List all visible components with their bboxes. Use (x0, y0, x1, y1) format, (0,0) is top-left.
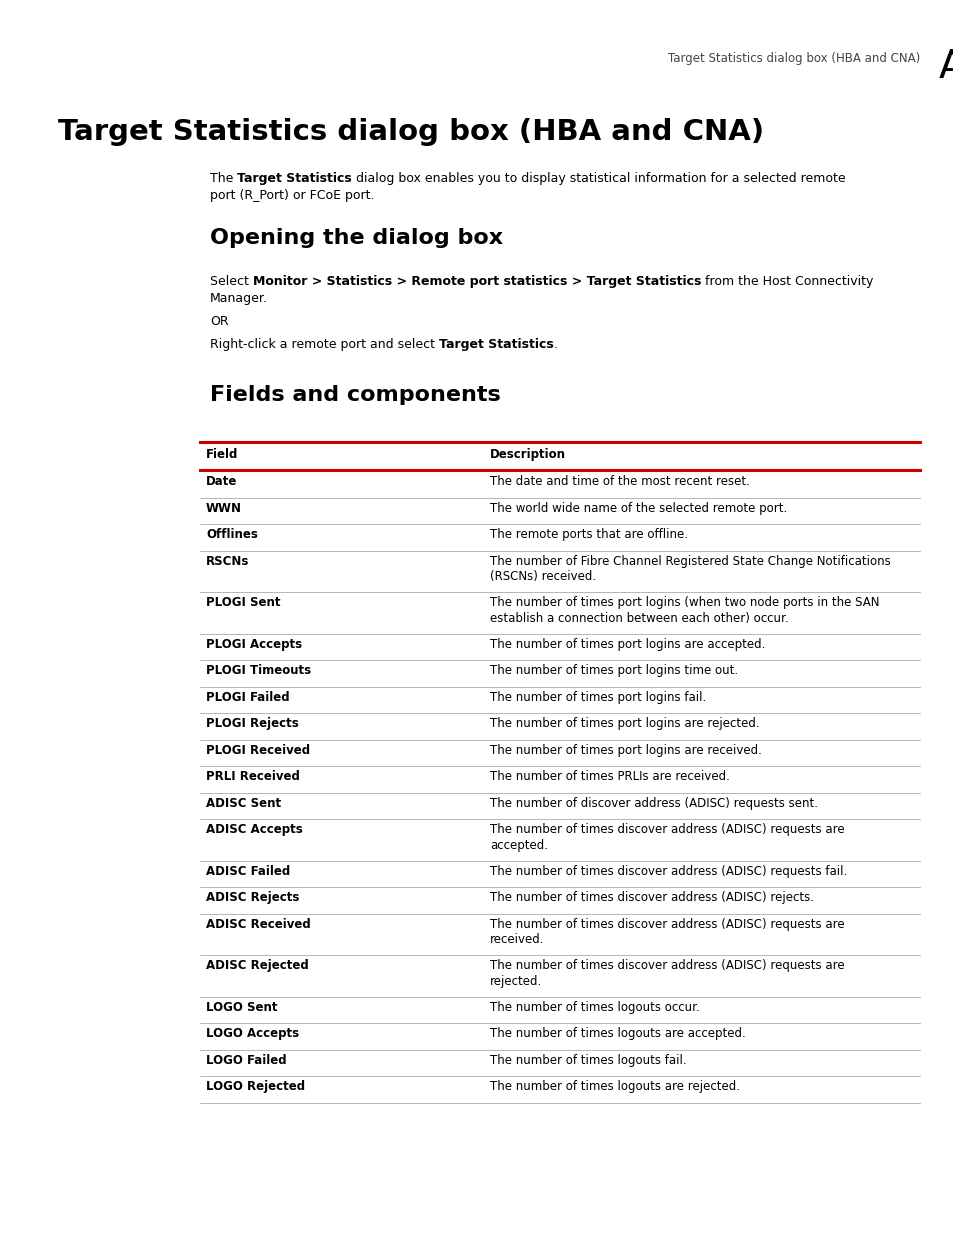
Text: received.: received. (490, 934, 544, 946)
Text: The number of times port logins are accepted.: The number of times port logins are acce… (490, 638, 764, 651)
Text: establish a connection between each other) occur.: establish a connection between each othe… (490, 613, 788, 625)
Text: port (R_Port) or FCoE port.: port (R_Port) or FCoE port. (210, 189, 375, 203)
Text: The number of times logouts are accepted.: The number of times logouts are accepted… (490, 1028, 745, 1041)
Text: The number of times logouts are rejected.: The number of times logouts are rejected… (490, 1081, 740, 1093)
Text: The number of times port logins are rejected.: The number of times port logins are reje… (490, 718, 759, 730)
Text: accepted.: accepted. (490, 839, 547, 852)
Text: The number of times discover address (ADISC) requests are: The number of times discover address (AD… (490, 824, 843, 836)
Text: Manager.: Manager. (210, 293, 268, 305)
Text: PLOGI Received: PLOGI Received (206, 743, 310, 757)
Text: The number of times port logins time out.: The number of times port logins time out… (490, 664, 738, 678)
Text: LOGO Accepts: LOGO Accepts (206, 1028, 299, 1041)
Text: .: . (553, 338, 558, 351)
Text: Target Statistics dialog box (HBA and CNA): Target Statistics dialog box (HBA and CN… (667, 52, 919, 65)
Text: Monitor > Statistics > Remote port statistics > Target Statistics: Monitor > Statistics > Remote port stati… (253, 275, 700, 288)
Text: The remote ports that are offline.: The remote ports that are offline. (490, 529, 687, 541)
Text: rejected.: rejected. (490, 974, 541, 988)
Text: ADISC Rejects: ADISC Rejects (206, 892, 299, 904)
Text: LOGO Failed: LOGO Failed (206, 1053, 286, 1067)
Text: dialog box enables you to display statistical information for a selected remote: dialog box enables you to display statis… (352, 172, 845, 185)
Text: ADISC Received: ADISC Received (206, 918, 311, 931)
Text: The number of times port logins fail.: The number of times port logins fail. (490, 692, 705, 704)
Text: Offlines: Offlines (206, 529, 257, 541)
Text: Date: Date (206, 475, 237, 489)
Text: PLOGI Rejects: PLOGI Rejects (206, 718, 298, 730)
Text: Description: Description (490, 448, 565, 461)
Text: from the Host Connectivity: from the Host Connectivity (700, 275, 873, 288)
Text: PLOGI Failed: PLOGI Failed (206, 692, 290, 704)
Text: Opening the dialog box: Opening the dialog box (210, 228, 502, 248)
Text: ADISC Sent: ADISC Sent (206, 797, 281, 810)
Text: The number of times logouts occur.: The number of times logouts occur. (490, 1002, 699, 1014)
Text: Target Statistics dialog box (HBA and CNA): Target Statistics dialog box (HBA and CN… (58, 119, 763, 146)
Text: A: A (938, 48, 953, 86)
Text: Target Statistics: Target Statistics (438, 338, 553, 351)
Text: The number of times logouts fail.: The number of times logouts fail. (490, 1053, 686, 1067)
Text: The: The (210, 172, 237, 185)
Text: PLOGI Accepts: PLOGI Accepts (206, 638, 302, 651)
Text: The number of Fibre Channel Registered State Change Notifications: The number of Fibre Channel Registered S… (490, 555, 890, 568)
Text: ADISC Rejected: ADISC Rejected (206, 960, 309, 972)
Text: OR: OR (210, 315, 229, 329)
Text: The world wide name of the selected remote port.: The world wide name of the selected remo… (490, 501, 786, 515)
Text: Right-click a remote port and select: Right-click a remote port and select (210, 338, 438, 351)
Text: PLOGI Sent: PLOGI Sent (206, 597, 280, 610)
Text: PLOGI Timeouts: PLOGI Timeouts (206, 664, 311, 678)
Text: ADISC Accepts: ADISC Accepts (206, 824, 302, 836)
Text: Target Statistics: Target Statistics (237, 172, 352, 185)
Text: WWN: WWN (206, 501, 242, 515)
Text: The number of discover address (ADISC) requests sent.: The number of discover address (ADISC) r… (490, 797, 817, 810)
Text: The date and time of the most recent reset.: The date and time of the most recent res… (490, 475, 749, 489)
Text: LOGO Sent: LOGO Sent (206, 1002, 277, 1014)
Text: ADISC Failed: ADISC Failed (206, 864, 290, 878)
Text: The number of times discover address (ADISC) rejects.: The number of times discover address (AD… (490, 892, 813, 904)
Text: RSCNs: RSCNs (206, 555, 249, 568)
Text: Field: Field (206, 448, 238, 461)
Text: The number of times port logins (when two node ports in the SAN: The number of times port logins (when tw… (490, 597, 879, 610)
Text: Select: Select (210, 275, 253, 288)
Text: (RSCNs) received.: (RSCNs) received. (490, 571, 596, 583)
Text: Fields and components: Fields and components (210, 385, 500, 405)
Text: The number of times discover address (ADISC) requests are: The number of times discover address (AD… (490, 918, 843, 931)
Text: The number of times discover address (ADISC) requests fail.: The number of times discover address (AD… (490, 864, 846, 878)
Text: PRLI Received: PRLI Received (206, 771, 299, 783)
Text: The number of times PRLIs are received.: The number of times PRLIs are received. (490, 771, 729, 783)
Text: The number of times discover address (ADISC) requests are: The number of times discover address (AD… (490, 960, 843, 972)
Text: LOGO Rejected: LOGO Rejected (206, 1081, 305, 1093)
Text: The number of times port logins are received.: The number of times port logins are rece… (490, 743, 761, 757)
